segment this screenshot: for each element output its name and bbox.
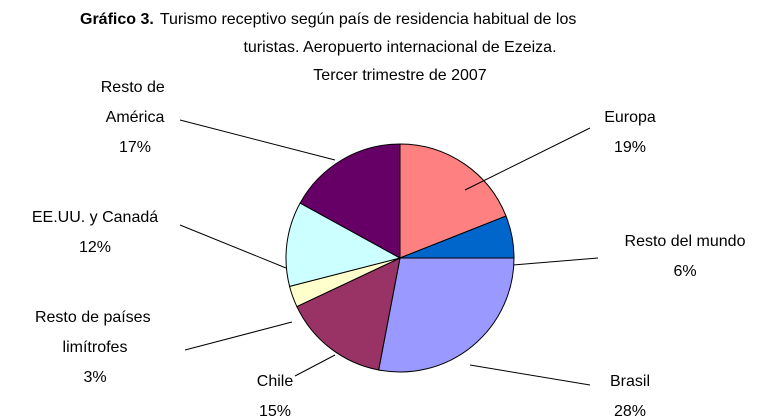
- pie-slice: [285, 202, 402, 287]
- value-label: 28%: [614, 403, 646, 419]
- label-line: Chile: [257, 373, 294, 390]
- label-line: Resto del mundo: [625, 233, 746, 250]
- label-line: limítrofes: [63, 339, 128, 356]
- leader-line: [464, 127, 591, 191]
- value-label: 17%: [119, 139, 151, 156]
- slice-label: Resto de países limítrofes: [35, 309, 155, 356]
- pie-slice: [399, 143, 507, 259]
- pie-slice: [378, 257, 515, 373]
- pie-slice: [299, 143, 401, 259]
- leader-line: [469, 364, 591, 386]
- pie-slice: [296, 257, 401, 371]
- label-line: Europa: [604, 109, 656, 126]
- label-line: América: [106, 109, 165, 126]
- leader-line: [179, 119, 336, 161]
- chart-subtitle: Tercer trimestre de 2007: [313, 67, 487, 84]
- value-label: 19%: [614, 139, 646, 156]
- slice-label: Brasil: [610, 373, 650, 390]
- chart-title-line: Gráfico 3. Turismo receptivo según país d…: [80, 11, 576, 28]
- chart-subtitle: Turismo receptivo según país de residenc…: [160, 11, 577, 28]
- slice-label: Resto del mundo: [625, 233, 746, 250]
- label-line: Brasil: [610, 373, 650, 390]
- value-label: 15%: [259, 403, 291, 419]
- leader-line: [184, 321, 293, 351]
- label-line: EE.UU. y Canadá: [32, 209, 158, 226]
- value-label: 6%: [673, 263, 696, 280]
- label-line: Resto de: [101, 79, 169, 96]
- slice-label: EE.UU. y Canadá: [32, 209, 158, 226]
- chart-subtitle: turistas. Aeropuerto internacional de Ez…: [243, 39, 556, 56]
- leader-line: [294, 354, 336, 377]
- label-line: Resto de países: [35, 309, 155, 326]
- slice-label: Europa: [604, 109, 656, 126]
- slice-label: Chile: [257, 373, 294, 390]
- leader-line: [179, 224, 287, 269]
- leader-line: [512, 257, 599, 266]
- chart-title: Gráfico 3.: [80, 11, 154, 28]
- slice-label: Resto de América: [101, 79, 169, 126]
- value-label: 12%: [79, 239, 111, 256]
- value-label: 3%: [83, 369, 106, 386]
